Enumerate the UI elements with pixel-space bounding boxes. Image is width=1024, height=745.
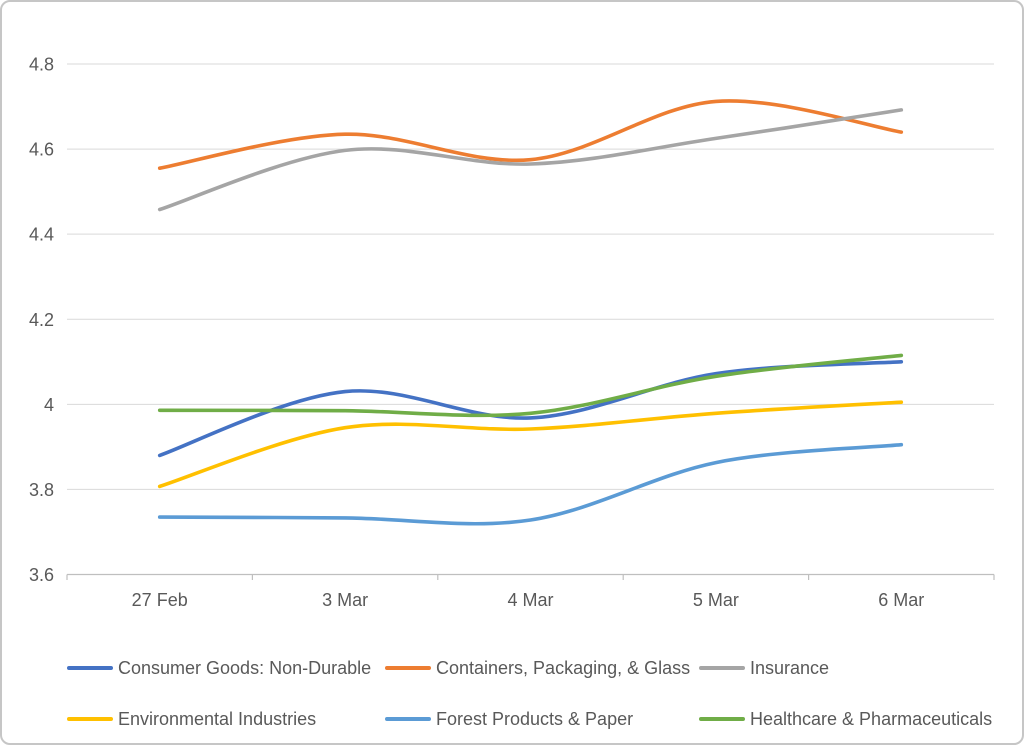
y-axis-label: 3.8 <box>29 480 54 500</box>
y-axis-label: 4 <box>44 395 54 415</box>
y-axis-label: 4.8 <box>29 55 54 75</box>
series-line-environmental-industries <box>157 400 904 489</box>
series-line-healthcare-pharmaceuticals <box>157 353 904 418</box>
series-line-containers-packaging-glass <box>157 99 904 170</box>
y-axis-label: 3.6 <box>29 565 54 585</box>
x-axis-label: 6 Mar <box>878 590 924 610</box>
series-line-forest-products-paper <box>157 442 904 526</box>
y-axis-label: 4.6 <box>29 140 54 160</box>
series-line-insurance <box>157 108 904 212</box>
y-axis-label: 4.4 <box>29 225 54 245</box>
x-axis-label: 5 Mar <box>693 590 739 610</box>
x-axis-label: 27 Feb <box>132 590 188 610</box>
y-axis-label: 4.2 <box>29 310 54 330</box>
x-axis-label: 4 Mar <box>507 590 553 610</box>
x-axis-label: 3 Mar <box>322 590 368 610</box>
